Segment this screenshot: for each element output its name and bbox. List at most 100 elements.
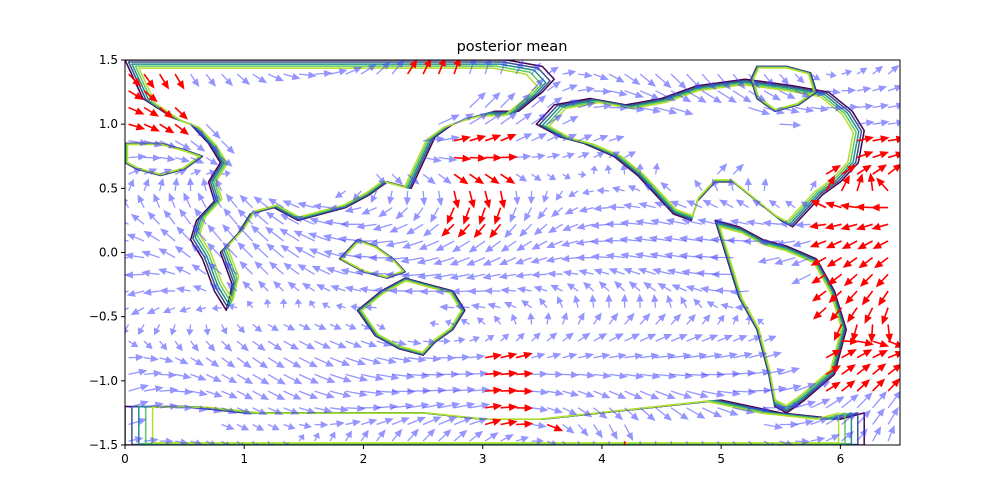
vector-arrow [391, 60, 405, 75]
vector-arrow [577, 440, 580, 445]
vector-arrow [254, 260, 269, 275]
vector-arrow [589, 294, 597, 308]
vector-arrow [500, 333, 510, 342]
vector-arrow [307, 232, 331, 242]
vector-arrow [697, 217, 718, 225]
vector-arrow [376, 173, 387, 186]
highlight-vector-arrow [855, 203, 873, 211]
highlight-vector-arrow [484, 352, 503, 361]
vector-arrow [330, 420, 345, 428]
vector-arrow [484, 240, 501, 253]
vector-arrow [223, 261, 238, 275]
vector-arrow [717, 334, 734, 342]
vector-arrow [640, 372, 661, 380]
vector-arrow [735, 199, 749, 209]
vector-arrow [592, 204, 610, 212]
vector-arrow [384, 255, 408, 263]
vector-arrow [794, 106, 815, 114]
vector-arrow [340, 220, 362, 228]
vector-arrow [190, 373, 207, 381]
vector-arrow [372, 223, 393, 232]
vector-arrow [237, 241, 254, 259]
highlight-vector-arrow [516, 370, 534, 378]
vector-arrow [564, 207, 579, 215]
vector-arrow [779, 402, 802, 410]
vector-arrow [376, 429, 386, 442]
highlight-vector-arrow [406, 60, 418, 75]
vector-arrow [128, 436, 144, 444]
highlight-vector-arrow [143, 106, 160, 117]
vector-arrow [236, 340, 250, 352]
vector-arrow [729, 288, 749, 296]
vector-arrow [174, 266, 191, 275]
vector-arrow [717, 314, 725, 325]
vector-arrow [360, 373, 385, 382]
vector-arrow [562, 371, 580, 379]
vector-arrow [391, 417, 410, 426]
vector-arrow [639, 333, 657, 342]
vector-arrow [577, 407, 593, 418]
highlight-vector-arrow [452, 190, 461, 209]
vector-arrow [330, 284, 346, 292]
vector-arrow [665, 217, 687, 226]
vector-arrow [701, 90, 723, 104]
vector-arrow [376, 339, 393, 347]
vector-arrow [314, 340, 332, 349]
vector-arrow [809, 180, 817, 192]
vector-arrow [634, 251, 656, 259]
vector-arrow [201, 177, 209, 192]
vector-arrow [364, 303, 377, 312]
vector-arrow [841, 430, 855, 442]
vector-arrow [221, 423, 235, 431]
highlight-vector-arrow [484, 173, 500, 185]
vector-arrow [531, 370, 549, 378]
highlight-vector-arrow [887, 350, 900, 359]
vector-arrow [657, 282, 672, 292]
vector-arrow [531, 437, 544, 445]
vector-arrow [624, 407, 640, 421]
vector-arrow [546, 270, 563, 278]
vector-arrow [267, 73, 284, 82]
vector-arrow [221, 390, 238, 399]
highlight-vector-arrow [159, 123, 175, 134]
vector-arrow [652, 267, 672, 275]
vector-arrow [639, 73, 657, 87]
vector-arrow [748, 73, 760, 89]
vector-arrow [236, 323, 245, 334]
vector-arrow [562, 172, 571, 180]
vector-arrow [546, 389, 565, 397]
vector-arrow [546, 406, 564, 414]
vector-arrow [759, 238, 780, 246]
vector-arrow [482, 257, 501, 266]
highlight-vector-arrow [856, 339, 875, 347]
vector-arrow [757, 318, 765, 326]
vector-arrow [435, 240, 455, 252]
highlight-vector-arrow [484, 134, 502, 142]
contour-eurasia-africa-level-4 [545, 82, 857, 224]
vector-arrow [590, 221, 610, 229]
vector-arrow [236, 357, 252, 369]
highlight-vector-arrow [453, 60, 461, 75]
highlight-vector-arrow [457, 223, 471, 238]
vector-arrow [174, 245, 191, 259]
vector-arrow [407, 338, 422, 346]
highlight-vector-arrow [485, 386, 503, 395]
vector-arrow [242, 280, 254, 292]
vector-arrow [153, 324, 161, 336]
vector-arrow [510, 313, 518, 325]
vector-arrow [856, 86, 872, 94]
vector-arrow [460, 318, 470, 326]
vector-arrow [764, 404, 787, 412]
vector-arrow [887, 424, 895, 442]
highlight-vector-arrow [842, 256, 858, 268]
vector-arrow [360, 429, 369, 442]
vector-arrow [546, 81, 562, 92]
vector-arrow [762, 219, 780, 227]
vector-arrow [655, 106, 678, 115]
vector-arrow [267, 357, 285, 369]
vector-arrow [742, 237, 765, 245]
vector-arrow [430, 207, 440, 223]
vector-arrow [562, 423, 575, 434]
vector-arrow [531, 405, 549, 413]
